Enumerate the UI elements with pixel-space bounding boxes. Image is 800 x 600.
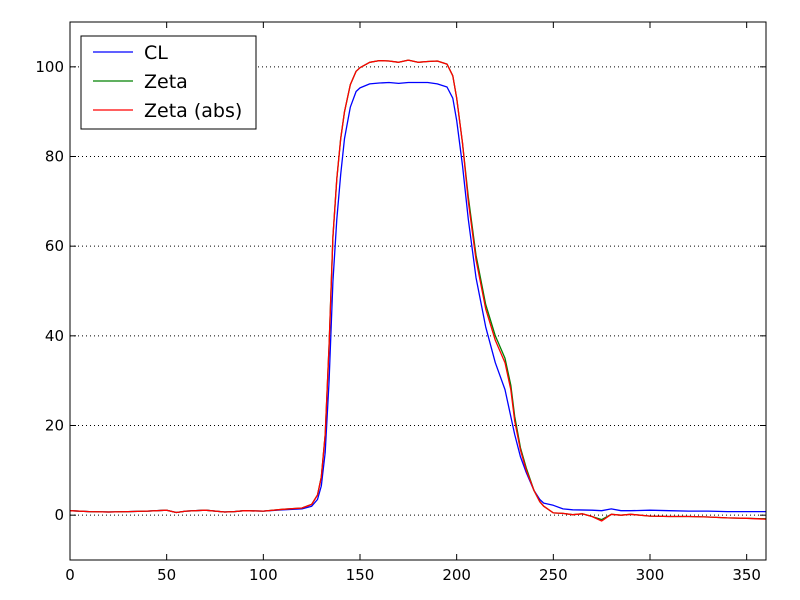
- y-tick-label: 20: [45, 417, 64, 435]
- x-tick-label: 350: [732, 566, 761, 584]
- axis-ticks: 0 50 100 150 200 250 300 350 0 20 40 60 80 100: [35, 22, 766, 584]
- x-tick-label: 150: [346, 566, 375, 584]
- grid: [70, 66, 766, 516]
- y-tick-label: 40: [45, 327, 64, 345]
- x-tick-label: 250: [539, 566, 568, 584]
- x-tick-label: 100: [249, 566, 278, 584]
- series-line-2: [69, 59, 767, 522]
- x-tick-label: 200: [442, 566, 471, 584]
- x-tick-label: 0: [65, 566, 75, 584]
- x-tick-label: 50: [157, 566, 176, 584]
- plot-frame: [69, 21, 767, 561]
- y-tick-label: 60: [45, 237, 64, 255]
- x-tick-label: 300: [636, 566, 665, 584]
- legend-label: Zeta: [144, 71, 188, 93]
- y-tick-label: 100: [35, 58, 64, 76]
- y-tick-label: 0: [54, 506, 64, 524]
- legend-label: Zeta (abs): [144, 100, 242, 122]
- legend: CL Zeta Zeta (abs): [80, 35, 257, 130]
- series-layer: [69, 59, 767, 522]
- y-tick-label: 80: [45, 148, 64, 166]
- legend-label: CL: [144, 42, 168, 64]
